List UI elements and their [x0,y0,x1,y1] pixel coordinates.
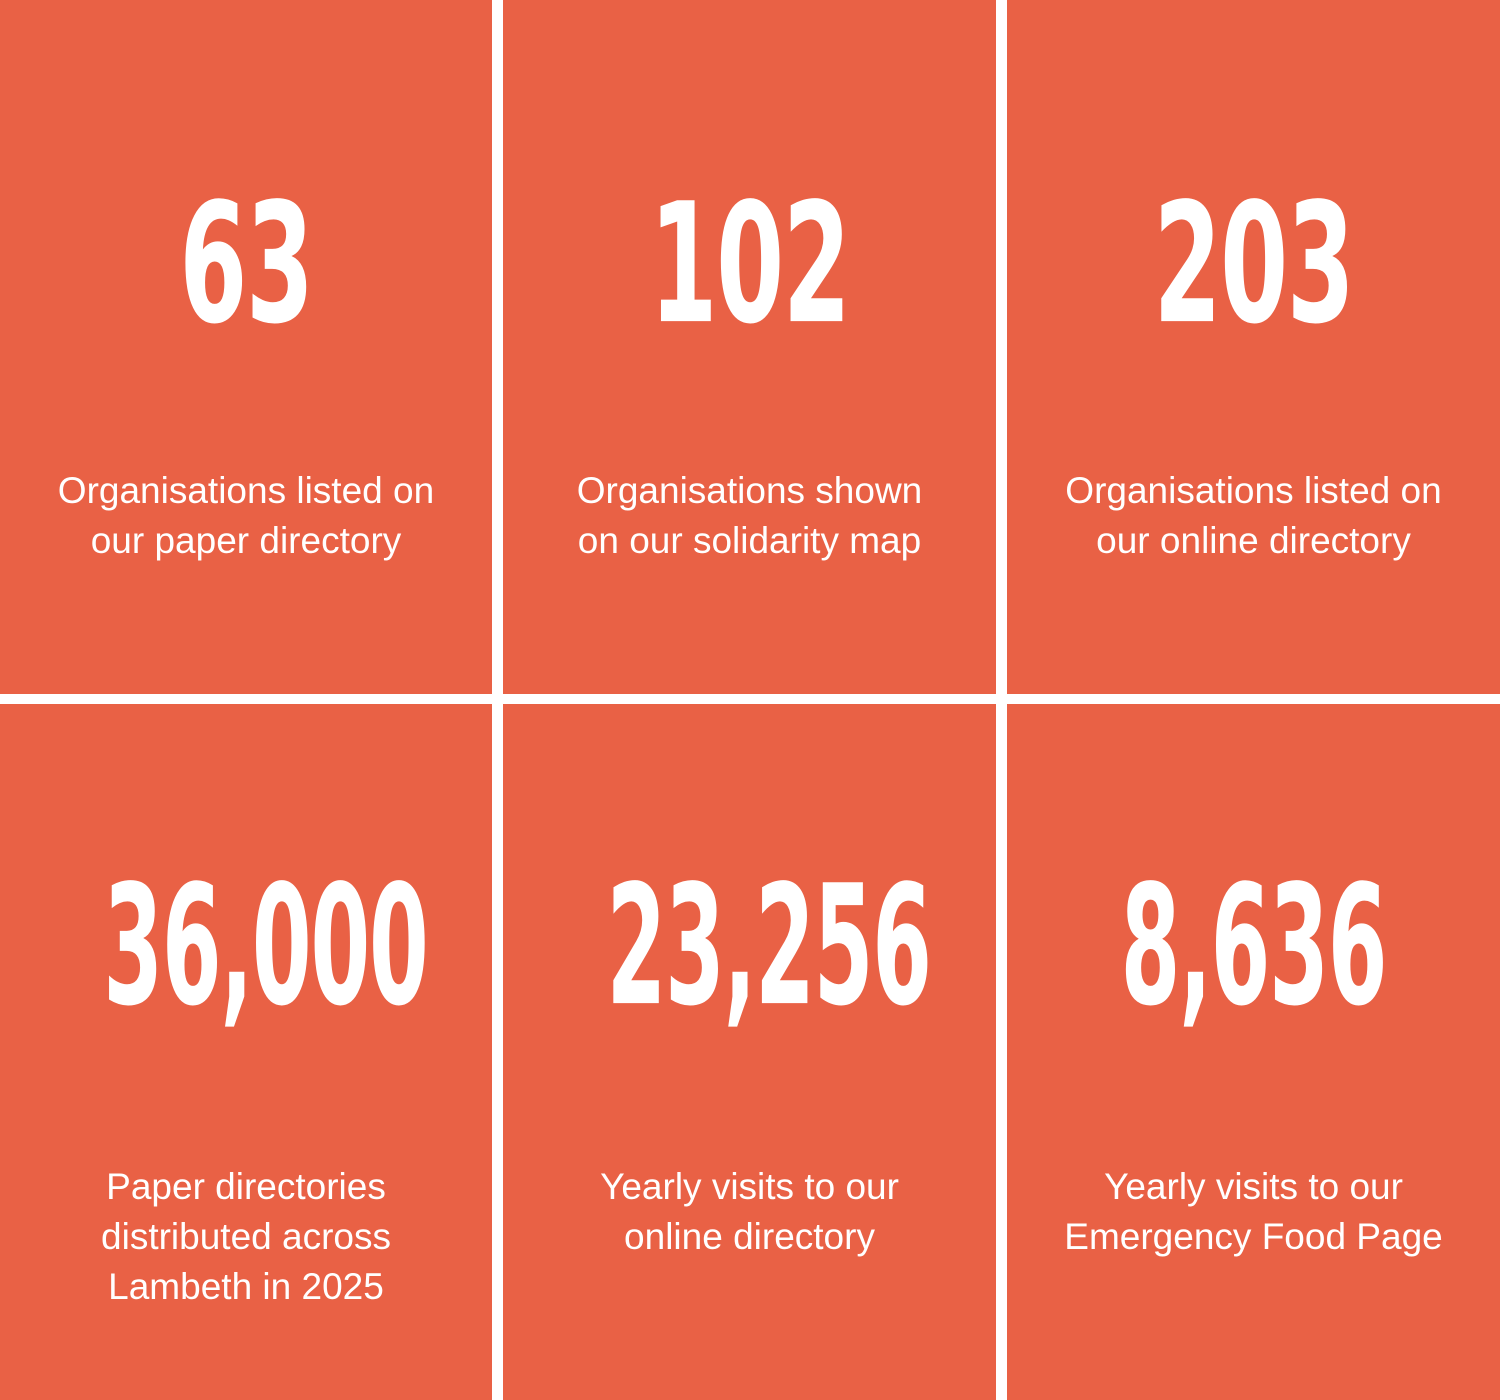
stat-label: Organisations listed on our online direc… [1027,466,1480,566]
stat-label-line: online directory [624,1216,875,1257]
stat-tile-emergency-food-page-visits: 8,636 Yearly visits to our Emergency Foo… [1007,704,1500,1400]
stat-label-line: our paper directory [90,520,402,561]
stat-label: Paper directories distributed across Lam… [20,1162,472,1312]
stat-label-line: Emergency Food Page [1064,1216,1443,1257]
stat-tile-online-directory-visits: 23,256 Yearly visits to our online direc… [503,704,996,1400]
stat-label-line: distributed across [101,1216,391,1257]
stat-label-line: Yearly visits to our [600,1166,899,1207]
stat-label-line: Organisations shown [576,470,923,511]
stat-tile-solidarity-map-organisations: 102 Organisations shown on our solidarit… [503,0,996,694]
stat-label-line: Organisations listed on [57,470,435,511]
stat-label-line: our online directory [1096,520,1411,561]
stat-number: 63 [179,167,314,361]
stat-number: 8,636 [1120,849,1388,1043]
stat-label: Yearly visits to our online directory [523,1162,976,1262]
stat-tile-online-directory-organisations: 203 Organisations listed on our online d… [1007,0,1500,694]
stat-label: Yearly visits to our Emergency Food Page [1027,1162,1480,1262]
stat-number: 203 [1153,167,1355,361]
stat-tile-paper-directory-organisations: 63 Organisations listed on our paper dir… [0,0,492,694]
stat-label-line: Yearly visits to our [1104,1166,1403,1207]
stat-number: 23,256 [606,849,932,1043]
stat-label-line: on our solidarity map [577,520,922,561]
stat-label: Organisations shown on our solidarity ma… [523,466,976,566]
stat-label-line: Organisations listed on [1065,470,1442,511]
stat-tile-paper-directories-distributed: 36,000 Paper directories distributed acr… [0,704,492,1400]
stat-label: Organisations listed on our paper direct… [20,466,472,566]
stat-number: 102 [649,167,851,361]
stat-label-line: Paper directories [106,1166,386,1207]
stat-number: 36,000 [103,849,428,1043]
stat-label-line: Lambeth in 2025 [108,1266,384,1307]
